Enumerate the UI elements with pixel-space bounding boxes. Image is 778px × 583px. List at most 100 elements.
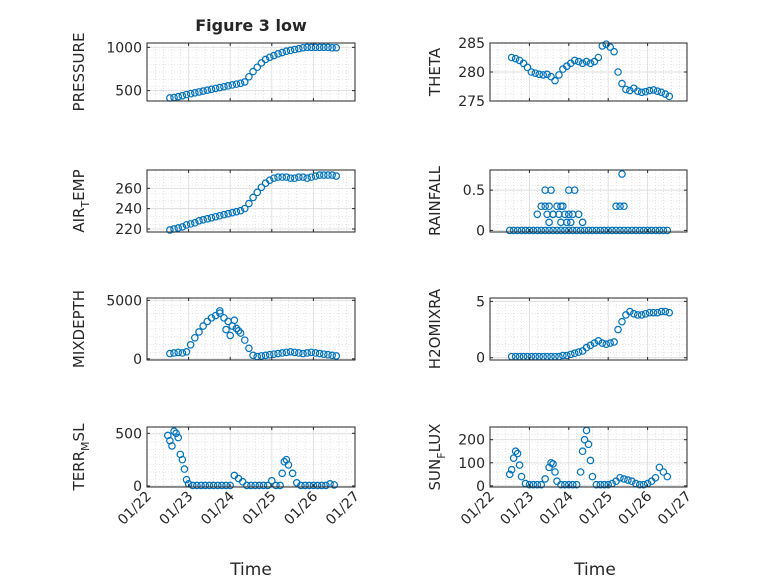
axes-box (489, 426, 688, 488)
data-point (216, 309, 224, 318)
data-point (549, 460, 557, 468)
data-point (578, 447, 587, 456)
data-point (639, 480, 648, 489)
data-point (624, 226, 632, 235)
data-point (659, 468, 668, 476)
y-tick-label: 0 (133, 479, 142, 495)
data-point (539, 71, 547, 79)
data-point (322, 481, 330, 490)
data-point (639, 226, 648, 235)
y-axis-label-subscript: F (435, 452, 448, 458)
data-point (649, 86, 658, 94)
y-tick-label: 275 (458, 94, 485, 110)
data-point (533, 226, 542, 235)
data-point (253, 188, 262, 197)
data-point (232, 207, 241, 216)
y-tick-label: 260 (115, 181, 142, 197)
data-point (234, 326, 243, 335)
data-point (168, 442, 176, 450)
data-point (315, 349, 324, 358)
data-point (319, 350, 328, 358)
data-point (174, 433, 183, 442)
axes-box (489, 169, 688, 233)
y-tick-label: 280 (458, 65, 485, 81)
data-point (191, 88, 199, 97)
data-point (284, 461, 293, 469)
data-point (282, 47, 291, 56)
axes-box (146, 426, 356, 488)
data-point (315, 171, 324, 179)
data-point (651, 226, 660, 235)
data-point (618, 317, 626, 326)
data-point (586, 341, 595, 350)
data-point (311, 349, 320, 357)
data-point (199, 216, 207, 224)
data-point (178, 455, 187, 464)
y-tick-label: 200 (458, 433, 485, 449)
data-point (531, 69, 540, 77)
data-point (663, 472, 672, 481)
data-point (596, 480, 605, 489)
data-point (602, 340, 611, 349)
data-point (216, 307, 224, 315)
data-point (586, 456, 595, 465)
data-point (570, 56, 579, 65)
data-point (657, 88, 666, 97)
data-point (568, 226, 577, 235)
data-point (509, 226, 518, 235)
data-point (203, 214, 212, 223)
y-tick-label: 5 (476, 294, 485, 310)
data-point (245, 344, 253, 353)
data-point (570, 186, 579, 194)
data-point (182, 90, 191, 99)
data-point (604, 480, 613, 489)
data-point (616, 226, 624, 235)
data-point (240, 336, 249, 344)
data-point (257, 183, 266, 192)
data-point (600, 226, 609, 235)
data-point (608, 226, 616, 235)
data-point (199, 87, 207, 95)
data-point (590, 339, 599, 347)
data-point (328, 171, 336, 179)
data-point (299, 349, 307, 358)
data-point (232, 80, 241, 88)
data-point (278, 173, 287, 181)
data-point (270, 350, 278, 358)
data-point (594, 337, 603, 345)
data-point (228, 208, 237, 217)
data-point (282, 348, 291, 357)
data-point (261, 55, 270, 64)
y-tick-label: 0 (476, 479, 485, 495)
data-point (557, 480, 565, 489)
data-point (218, 481, 226, 490)
data-point (663, 226, 672, 235)
data-point (588, 226, 597, 235)
subplot-5: 0 5000 MIXDEPTH (70, 290, 356, 368)
data-point (657, 307, 666, 316)
data-point (517, 226, 526, 235)
data-point (517, 472, 526, 481)
y-axis-label-part: AIR (70, 208, 88, 233)
data-point (631, 226, 640, 235)
y-axis-label-subscript: M (79, 441, 92, 451)
data-point (665, 308, 674, 317)
data-point (578, 59, 587, 68)
data-point (332, 43, 341, 52)
data-point (572, 480, 581, 489)
data-point (211, 84, 220, 93)
data-point (178, 92, 187, 100)
data-point (610, 338, 618, 346)
data-point (303, 349, 311, 357)
data-point (566, 350, 575, 359)
data-point (303, 43, 311, 52)
data-point (319, 171, 328, 179)
subplot-3: 220 240 260 AIRTEMP (70, 169, 356, 238)
data-point (324, 350, 332, 359)
axes-box (489, 297, 688, 361)
data-point (209, 481, 218, 490)
data-point (222, 325, 230, 334)
data-point (255, 481, 264, 490)
data-point (290, 348, 299, 357)
data-point (311, 43, 320, 52)
